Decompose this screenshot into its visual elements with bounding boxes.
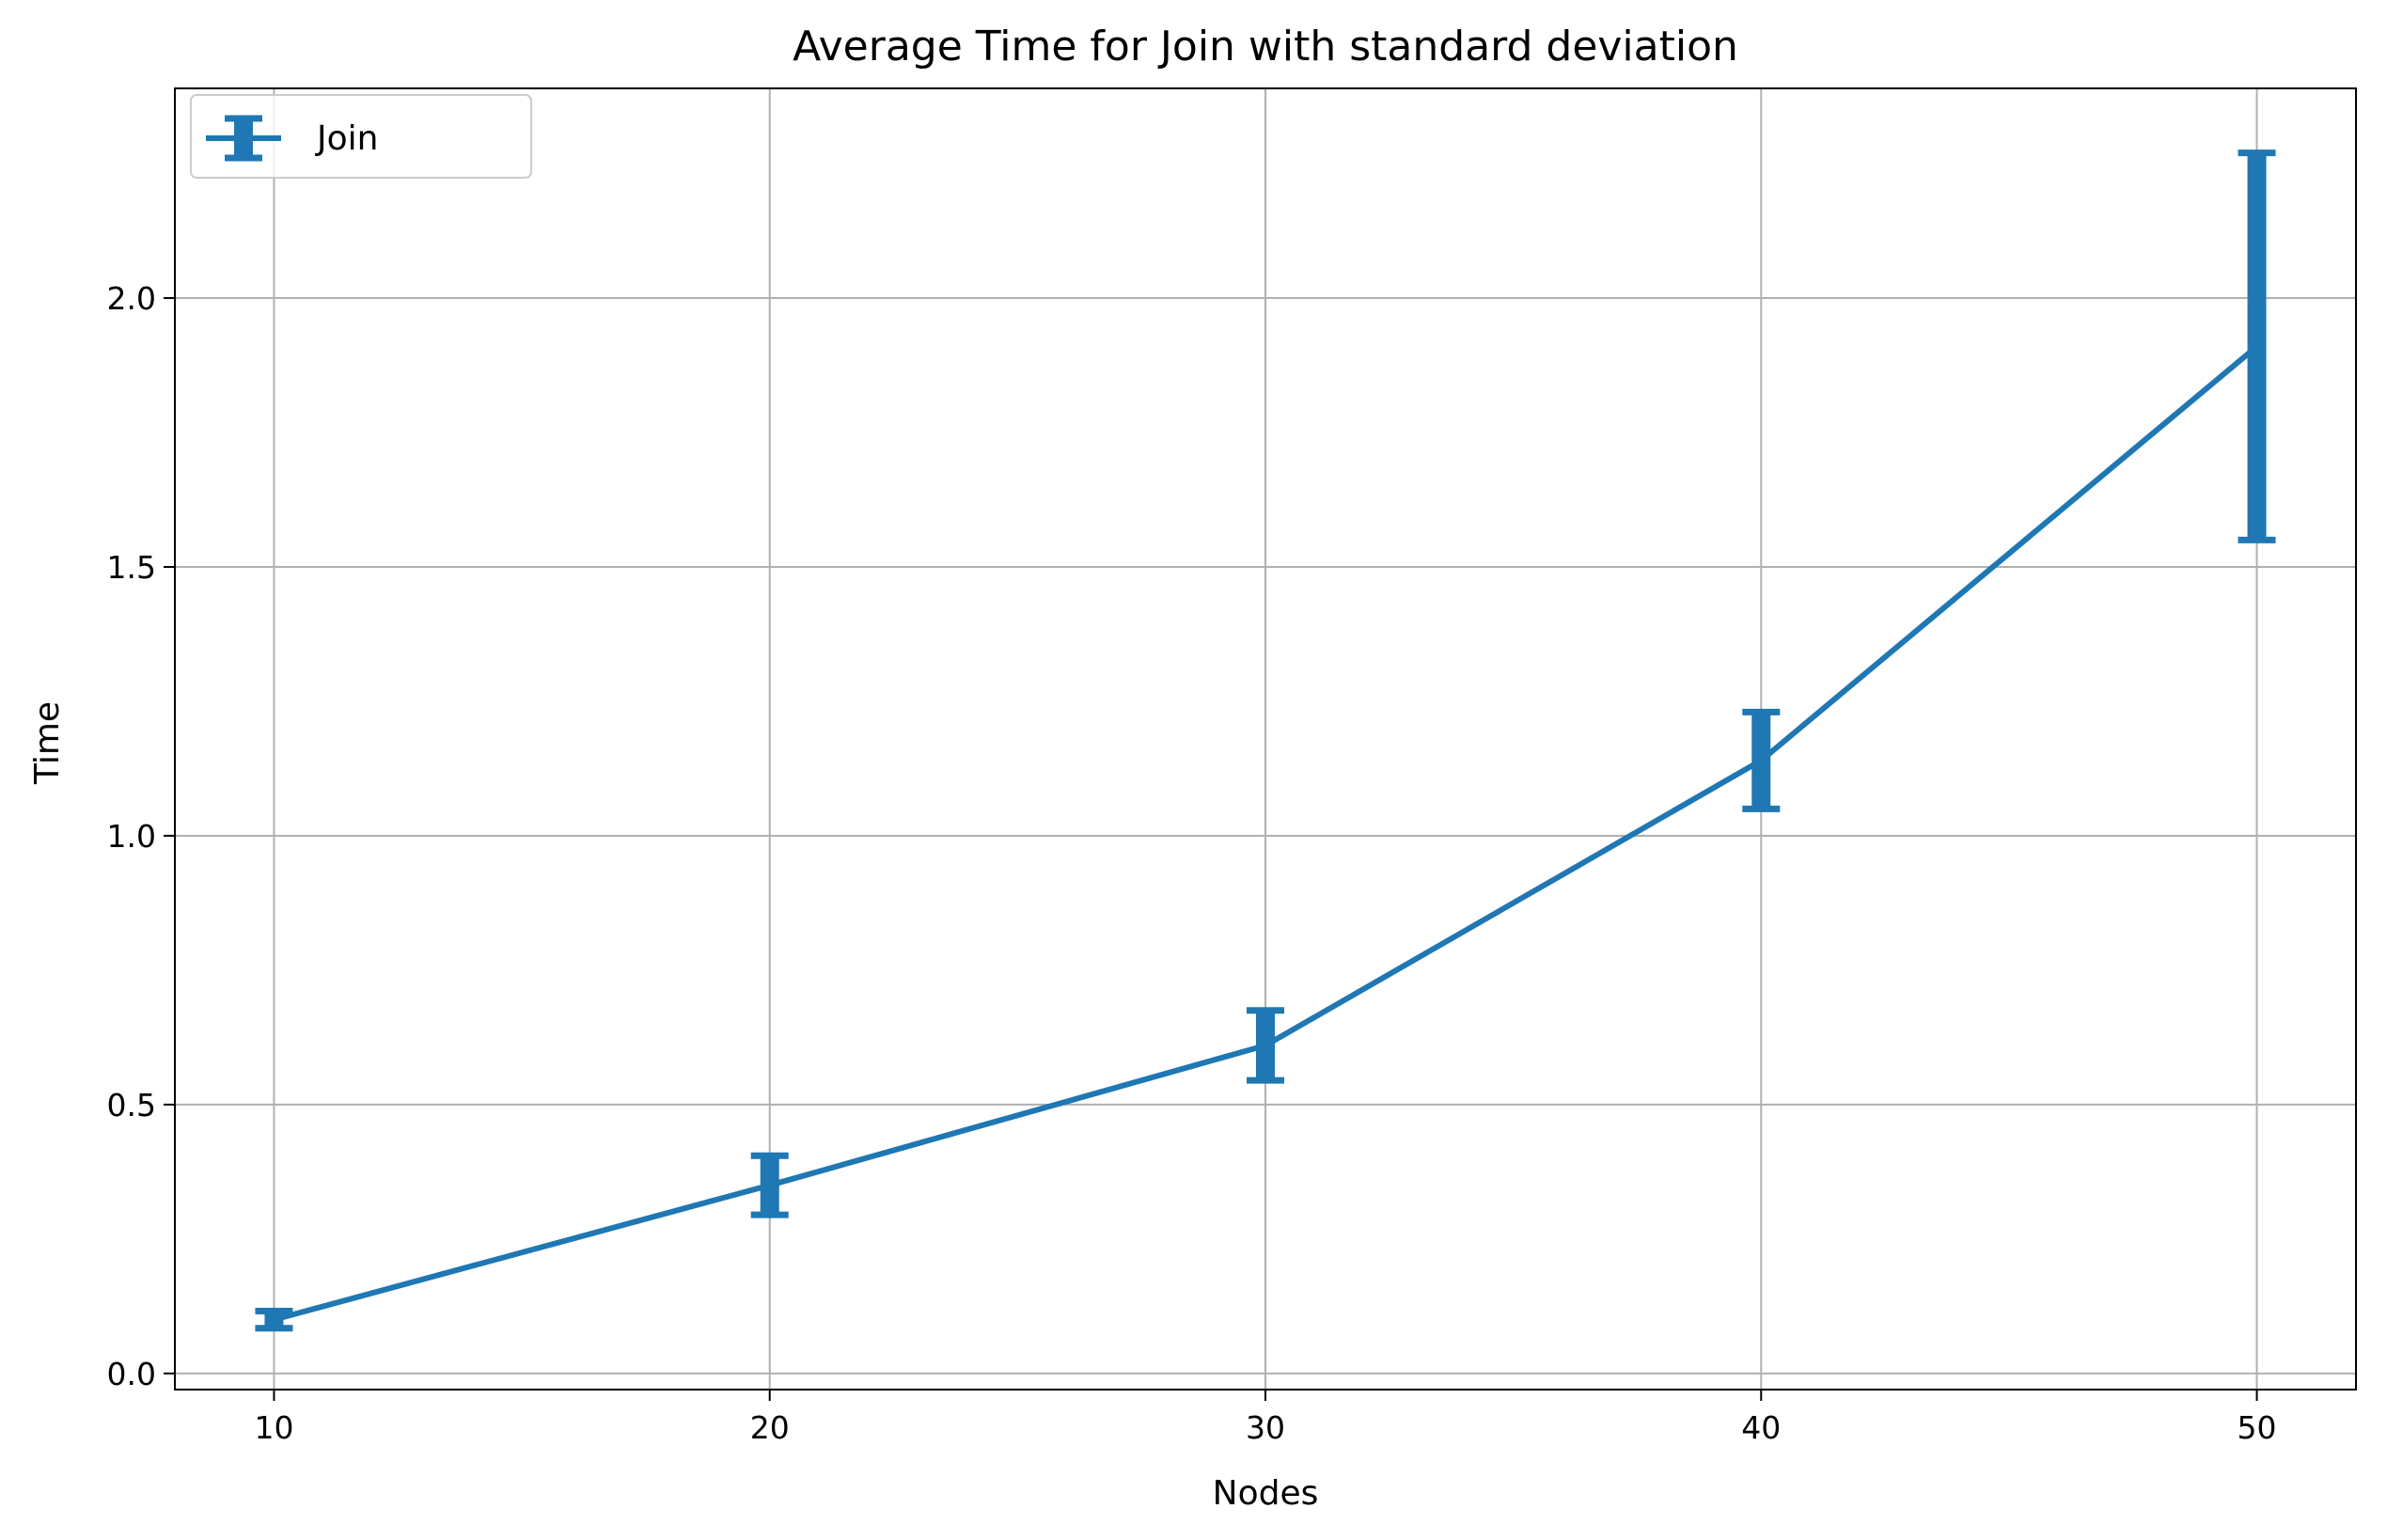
y-tick-label: 0.0	[107, 1356, 156, 1392]
ticks: 10 20 30 40 50 0.0 0.5 1.0 1.5 2.0	[107, 280, 2277, 1446]
error-bar	[255, 1308, 293, 1332]
y-tick-label: 1.5	[107, 549, 156, 586]
y-tick-label: 0.5	[107, 1087, 156, 1124]
legend-series-label: Join	[315, 119, 378, 158]
x-tick-label: 50	[2238, 1409, 2277, 1446]
legend-box	[190, 94, 532, 179]
error-bar	[2238, 149, 2276, 543]
x-tick-label: 10	[254, 1409, 293, 1446]
x-axis-label: Nodes	[1213, 1474, 1319, 1513]
x-tick-label: 30	[1246, 1409, 1285, 1446]
chart-title: Average Time for Join with standard devi…	[793, 23, 1738, 71]
error-bar	[1742, 708, 1781, 812]
legend: Join	[190, 94, 532, 179]
legend-series-marker	[206, 115, 281, 162]
y-axis-label: Time	[28, 701, 67, 785]
y-tick-label: 1.0	[107, 818, 156, 855]
error-bar	[1247, 1007, 1284, 1084]
series-layer	[255, 149, 2276, 1332]
x-tick-label: 40	[1741, 1409, 1781, 1446]
error-bar	[750, 1152, 789, 1218]
x-tick-label: 20	[750, 1409, 790, 1446]
y-tick-label: 2.0	[107, 280, 156, 317]
